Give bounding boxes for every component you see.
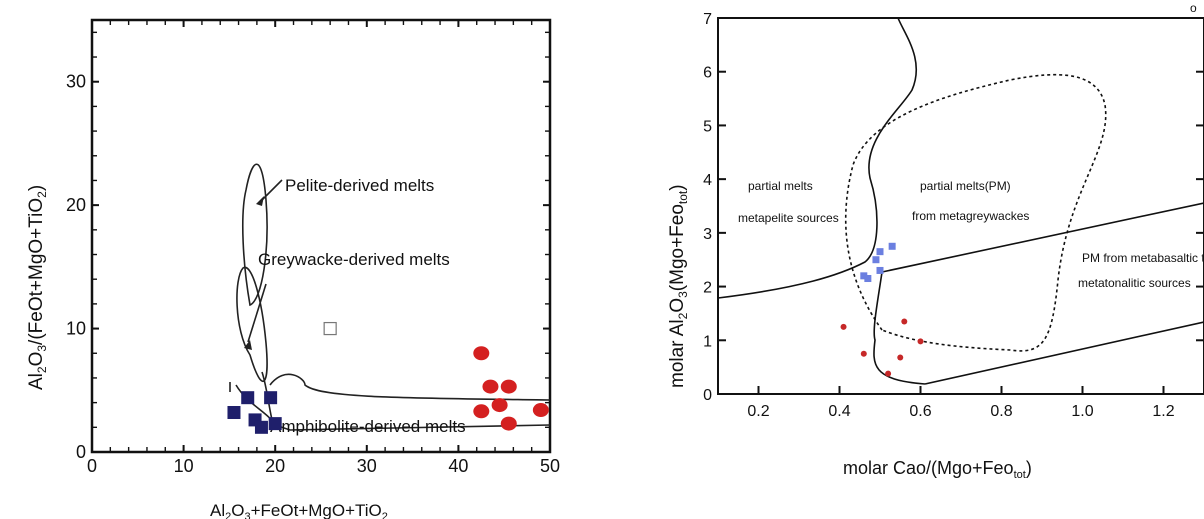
data-point-square	[876, 248, 884, 256]
upper-tectonic-line	[881, 202, 1204, 273]
x-tick-label: 1.0	[1071, 403, 1093, 420]
chart-left-frame	[90, 18, 552, 454]
pelite-arrow-head	[256, 196, 264, 206]
data-point-circle	[473, 404, 490, 419]
chart-right-field-boundaries	[717, 17, 1204, 385]
chart-right-ticks: 0.2 0.4 0.6 0.8 1.0 1.2 0 1 2 3 4 5 6 7	[703, 11, 1204, 420]
y-tick-label: 1	[703, 333, 712, 350]
chart-right: 0.2 0.4 0.6 0.8 1.0 1.2 0 1 2 3 4 5 6 7 partial melts…	[667, 11, 1204, 481]
metagreywacke-boundary	[844, 73, 1107, 352]
y-tick-label: 0	[703, 387, 712, 404]
x-tick-label: 40	[448, 456, 468, 476]
data-point-square	[864, 275, 872, 283]
greywacke-arrow	[247, 283, 267, 343]
data-point-square	[872, 256, 880, 264]
chart-left-ticks: 0 10 20 30 40 50 0 10 20 30	[66, 20, 560, 476]
data-point-circle	[901, 318, 908, 325]
data-point-circle	[885, 370, 892, 377]
field-label-metapelite-1: partial melts	[748, 179, 813, 193]
greywacke-field-outline	[236, 266, 268, 382]
data-point-circle	[482, 379, 499, 394]
metapelite-boundary	[717, 17, 918, 299]
y-tick-label: 4	[703, 172, 712, 189]
pelite-arrow	[259, 179, 283, 203]
x-tick-label: 10	[174, 456, 194, 476]
x-tick-label: 50	[540, 456, 560, 476]
field-label-metabasaltic-1: PM from metabasaltic to	[1082, 251, 1204, 265]
x-tick-label: 0.4	[828, 403, 850, 420]
lower-tectonic-line	[924, 321, 1204, 385]
central-divider	[873, 271, 926, 385]
data-point-square	[241, 391, 255, 405]
field-label-amphibolite: Amphibolite-derived melts	[270, 417, 466, 436]
y-tick-label: 5	[703, 118, 712, 135]
data-point-circle	[473, 346, 490, 361]
pelite-field-outline	[241, 163, 268, 307]
x-tick-label: 1.2	[1152, 403, 1174, 420]
page-marker: o	[1190, 1, 1197, 15]
data-point-circle	[532, 403, 549, 418]
chart-left-xlabel: Al2O3+FeOt+MgO+TiO2	[210, 501, 388, 519]
chart-right-points	[840, 242, 924, 377]
y-tick-label: 3	[703, 226, 712, 243]
data-point-circle	[500, 379, 517, 394]
data-point-open-square	[323, 321, 337, 336]
x-tick-label: 0.8	[990, 403, 1012, 420]
data-point-square	[268, 417, 282, 431]
field-label-metabasaltic-2: metatonalitic sources	[1078, 276, 1191, 290]
field-label-metagreywacke-2: from metagreywackes	[912, 209, 1029, 223]
data-point-circle	[840, 323, 847, 330]
chart-left-ylabel: Al2O3/(FeOt+MgO+TiO2)	[26, 185, 49, 390]
data-point-square	[227, 406, 241, 420]
data-point-square	[876, 266, 884, 274]
field-label-metagreywacke-1: partial melts(PM)	[920, 179, 1011, 193]
y-tick-label: 30	[66, 72, 86, 92]
data-point-circle	[500, 416, 517, 431]
greywacke-arrow-head	[244, 340, 252, 350]
x-tick-label: 0.6	[909, 403, 931, 420]
y-tick-label: 20	[66, 195, 86, 215]
y-tick-label: 0	[76, 442, 86, 462]
chart-right-ylabel: molar Al2O3(Mgo+Feotot)	[667, 184, 690, 388]
x-tick-label: 30	[357, 456, 377, 476]
data-point-circle	[897, 354, 904, 361]
data-point-circle	[860, 350, 867, 357]
field-label-metapelite-2: metapelite sources	[738, 211, 839, 225]
field-label-pelite: Pelite-derived melts	[285, 176, 434, 195]
chart-right-frame	[717, 17, 1204, 395]
chart-right-xlabel: molar Cao/(Mgo+Feotot)	[843, 458, 1032, 481]
chart-left-points	[227, 321, 549, 434]
data-point-square	[254, 420, 268, 434]
data-point-circle	[491, 398, 508, 413]
x-tick-label: 0	[87, 456, 97, 476]
x-tick-label: 20	[265, 456, 285, 476]
y-tick-label: 2	[703, 280, 712, 297]
data-point-square	[264, 391, 278, 405]
field-label-greywacke: Greywacke-derived melts	[258, 250, 450, 269]
data-point-circle	[917, 338, 924, 345]
y-tick-label: 6	[703, 65, 712, 82]
data-point-square	[860, 272, 868, 280]
data-point-square	[888, 242, 896, 250]
y-tick-label: 10	[66, 319, 86, 339]
x-tick-label: 0.2	[747, 403, 769, 420]
y-tick-label: 7	[703, 11, 712, 28]
